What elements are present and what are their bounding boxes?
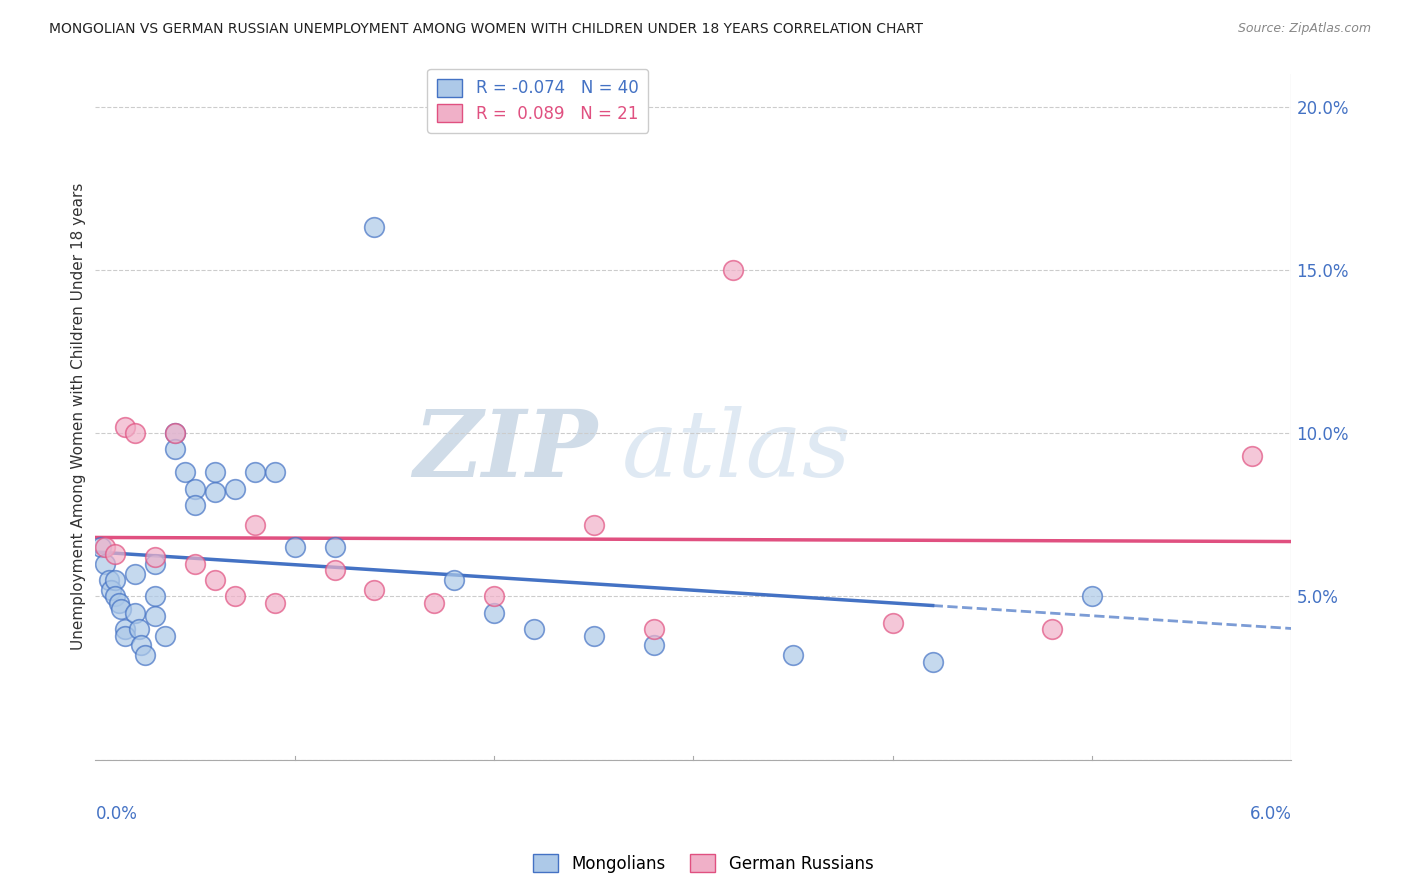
Y-axis label: Unemployment Among Women with Children Under 18 years: Unemployment Among Women with Children U… <box>72 183 86 650</box>
Point <box>165 426 187 441</box>
Point <box>323 563 346 577</box>
Point <box>114 629 136 643</box>
Point <box>224 590 246 604</box>
Point <box>643 639 665 653</box>
Point <box>482 606 505 620</box>
Point <box>443 573 465 587</box>
Point <box>174 466 197 480</box>
Point <box>134 648 156 663</box>
Text: MONGOLIAN VS GERMAN RUSSIAN UNEMPLOYMENT AMONG WOMEN WITH CHILDREN UNDER 18 YEAR: MONGOLIAN VS GERMAN RUSSIAN UNEMPLOYMENT… <box>49 22 924 37</box>
Point <box>643 622 665 636</box>
Point <box>184 498 207 512</box>
Point <box>184 482 207 496</box>
Point <box>143 557 166 571</box>
Point <box>323 541 346 555</box>
Point <box>94 557 117 571</box>
Point <box>582 517 605 532</box>
Point <box>184 557 207 571</box>
Point <box>153 629 176 643</box>
Point <box>1040 622 1063 636</box>
Point <box>110 602 132 616</box>
Point <box>882 615 904 630</box>
Point <box>482 590 505 604</box>
Point <box>98 573 121 587</box>
Legend: R = -0.074   N = 40, R =  0.089   N = 21: R = -0.074 N = 40, R = 0.089 N = 21 <box>427 69 648 133</box>
Point <box>165 442 187 457</box>
Point <box>129 639 152 653</box>
Legend: Mongolians, German Russians: Mongolians, German Russians <box>526 847 880 880</box>
Point <box>124 566 146 581</box>
Point <box>143 550 166 565</box>
Point <box>263 466 285 480</box>
Text: atlas: atlas <box>621 406 851 496</box>
Point <box>243 466 266 480</box>
Point <box>782 648 804 663</box>
Point <box>104 547 127 561</box>
Text: 0.0%: 0.0% <box>96 805 138 823</box>
Point <box>108 596 131 610</box>
Point <box>284 541 307 555</box>
Point <box>423 596 446 610</box>
Point <box>582 629 605 643</box>
Point <box>114 622 136 636</box>
Text: ZIP: ZIP <box>413 406 598 496</box>
Point <box>243 517 266 532</box>
Point <box>363 582 385 597</box>
Point <box>204 484 226 499</box>
Point <box>363 220 385 235</box>
Point <box>1240 449 1263 463</box>
Point <box>224 482 246 496</box>
Point <box>100 582 122 597</box>
Point <box>104 573 127 587</box>
Point <box>124 606 146 620</box>
Point <box>723 263 745 277</box>
Point <box>94 541 117 555</box>
Point <box>1081 590 1104 604</box>
Point <box>143 590 166 604</box>
Text: 6.0%: 6.0% <box>1250 805 1292 823</box>
Point <box>204 466 226 480</box>
Point <box>921 655 943 669</box>
Text: Source: ZipAtlas.com: Source: ZipAtlas.com <box>1237 22 1371 36</box>
Point <box>90 541 112 555</box>
Point <box>165 426 187 441</box>
Point <box>124 426 146 441</box>
Point <box>143 609 166 624</box>
Point <box>114 419 136 434</box>
Point <box>523 622 546 636</box>
Point <box>104 590 127 604</box>
Point <box>263 596 285 610</box>
Point <box>204 573 226 587</box>
Point <box>128 622 150 636</box>
